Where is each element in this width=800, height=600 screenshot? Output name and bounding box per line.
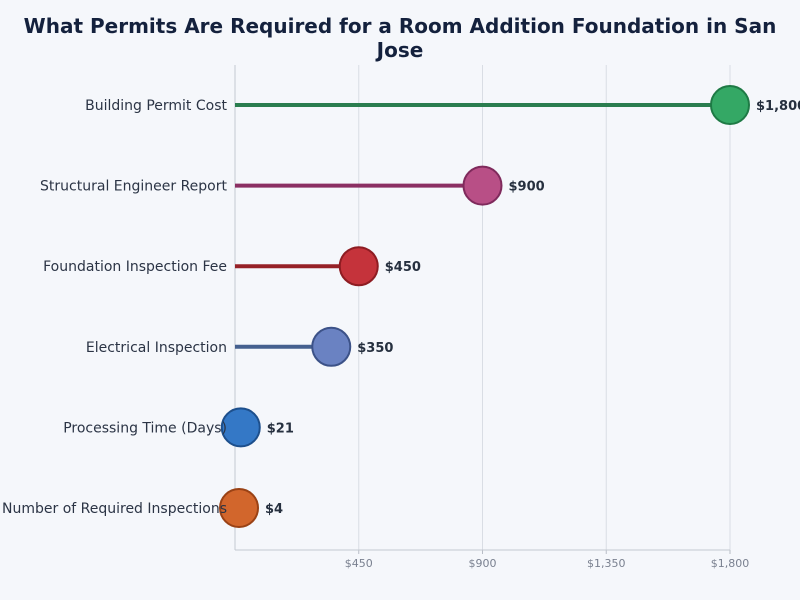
value-label: $350: [357, 341, 393, 356]
data-point: [710, 85, 750, 125]
category-label: Structural Engineer Report: [40, 179, 227, 195]
category-label: Electrical Inspection: [86, 340, 227, 356]
x-tick-label: $1,800: [711, 557, 750, 570]
category-label: Building Permit Cost: [85, 98, 227, 114]
grid-lines: [358, 65, 731, 550]
value-label: $450: [385, 260, 421, 275]
category-label: Processing Time (Days): [63, 420, 227, 436]
data-point: [219, 488, 259, 528]
data-point: [220, 407, 261, 448]
value-label: $1,800: [756, 99, 800, 114]
data-point: [462, 165, 503, 206]
value-label: $4: [265, 502, 283, 517]
x-tick-label: $450: [345, 557, 373, 570]
data-point: [311, 326, 352, 367]
stems: [235, 103, 711, 349]
chart-title: What Permits Are Required for a Room Add…: [23, 14, 777, 62]
category-label: Number of Required Inspections: [2, 501, 227, 517]
value-label: $21: [267, 421, 294, 436]
x-tick-label: $900: [469, 557, 497, 570]
data-point: [338, 246, 379, 287]
dots: [219, 85, 750, 528]
axes: [234, 65, 731, 554]
x-tick-label: $1,350: [587, 557, 626, 570]
value-label: $900: [509, 180, 545, 195]
labels: $450 $900 $1,350 $1,800 Building Permit Cost…: [2, 98, 800, 570]
category-label: Foundation Inspection Fee: [43, 259, 227, 275]
